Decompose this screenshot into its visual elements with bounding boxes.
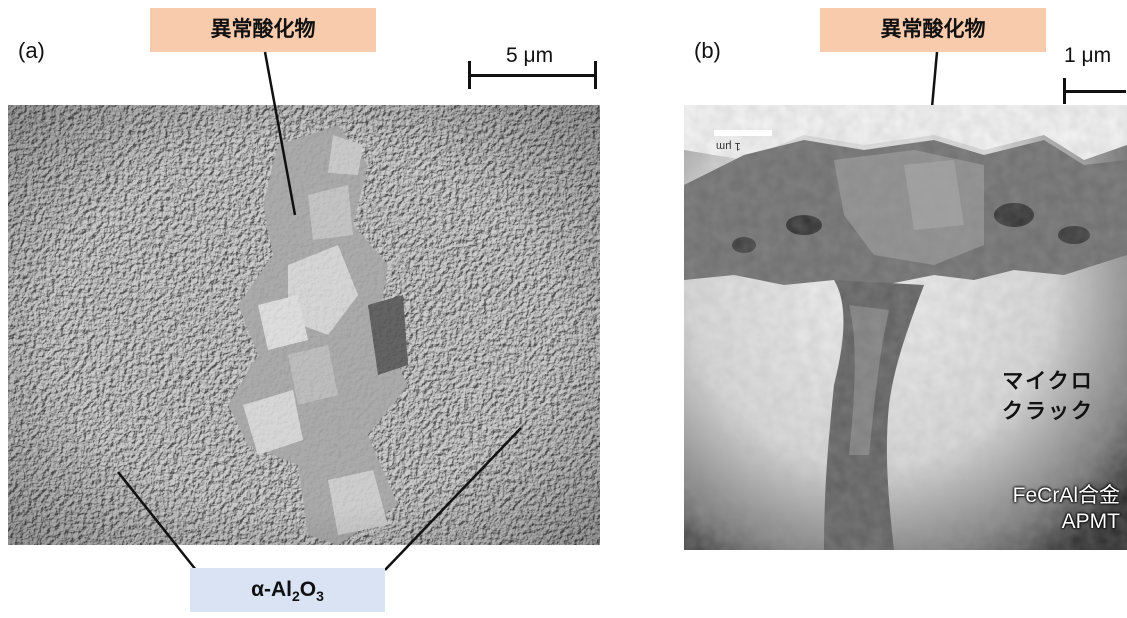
alumina-oxygen: O — [299, 578, 317, 601]
panel-b-tem-image: 1 μm — [684, 105, 1127, 550]
material-line1: FeCrAl合金 — [1012, 484, 1120, 507]
panel-a-sem-image — [8, 105, 600, 545]
panel-a-scale-tick-right — [594, 61, 597, 89]
alumina-sub-2: 2 — [291, 588, 300, 605]
panel-a-alumina-callout: α-Al2O3 — [190, 568, 385, 612]
panel-b-scale-label: 1 μm — [1064, 44, 1112, 67]
panel-b-material-label: FeCrAl合金 APMT — [950, 483, 1120, 535]
micro-crack-line1: マイクロ — [1002, 370, 1094, 393]
panel-a-scale-label: 5 μm — [506, 44, 554, 67]
alumina-prefix: α-Al — [251, 578, 292, 601]
panel-b-scale-tick-left — [1063, 78, 1066, 104]
panel-b-label: (b) — [694, 38, 721, 63]
panel-b-scale-bar — [1064, 90, 1126, 93]
panel-a-abnormal-oxide-callout: 異常酸化物 — [150, 8, 376, 52]
panel-a-scale-bar — [469, 74, 596, 77]
alumina-sub-3: 3 — [316, 588, 324, 605]
micro-crack-line2: クラック — [1002, 400, 1094, 423]
panel-a-label: (a) — [18, 38, 45, 63]
panel-b-embedded-scale-label: 1 μm — [716, 140, 741, 152]
panel-a-scale-tick-left — [468, 61, 471, 89]
material-line2: APMT — [1061, 510, 1120, 533]
panel-b-abnormal-oxide-callout: 異常酸化物 — [820, 8, 1046, 52]
panel-b-micro-crack-label: マイクロ クラック — [988, 367, 1108, 427]
